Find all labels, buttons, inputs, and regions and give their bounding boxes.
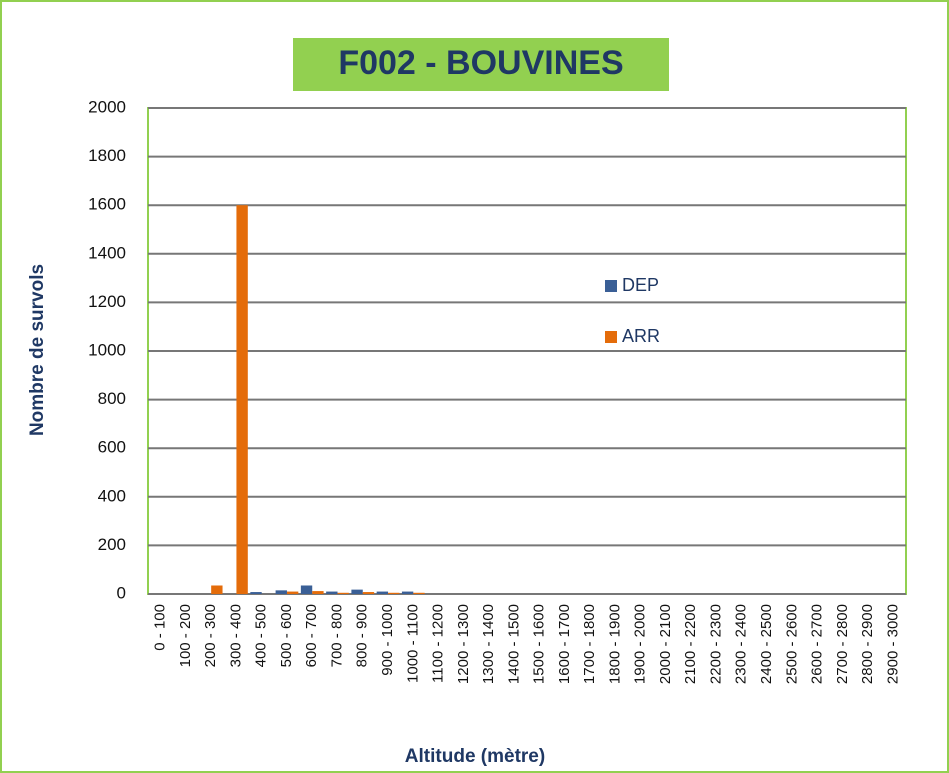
y-tick-label: 1000 bbox=[88, 340, 126, 359]
x-tick-label: 1800 - 1900 bbox=[606, 604, 623, 684]
x-tick-label: 1000 - 1100 bbox=[404, 604, 421, 683]
legend-label: DEP bbox=[622, 275, 659, 295]
x-tick-label: 1500 - 1600 bbox=[531, 604, 548, 684]
y-axis-label: Nombre de survols bbox=[27, 264, 48, 436]
x-tick-label: 2100 - 2200 bbox=[682, 604, 699, 684]
y-tick-label: 1600 bbox=[88, 195, 126, 214]
bar bbox=[351, 589, 363, 594]
x-tick-label: 800 - 900 bbox=[354, 604, 371, 667]
x-tick-label: 0 - 100 bbox=[152, 604, 169, 651]
bar bbox=[312, 591, 324, 594]
bar bbox=[326, 591, 338, 594]
legend-label: ARR bbox=[622, 326, 660, 346]
x-tick-label: 2800 - 2900 bbox=[859, 604, 876, 684]
x-tick-label: 2600 - 2700 bbox=[809, 604, 826, 684]
bar bbox=[413, 592, 425, 594]
x-tick-label: 100 - 200 bbox=[177, 604, 194, 667]
y-tick-label: 1200 bbox=[88, 292, 126, 311]
bar bbox=[300, 585, 313, 594]
bar bbox=[401, 591, 414, 594]
x-axis-label: Altitude (mètre) bbox=[405, 746, 545, 767]
bar bbox=[376, 591, 389, 594]
x-tick-label: 1200 - 1300 bbox=[455, 604, 472, 684]
x-tick-label: 1100 - 1200 bbox=[430, 604, 447, 683]
x-tick-label: 2900 - 3000 bbox=[884, 604, 901, 684]
bar bbox=[236, 205, 248, 594]
x-tick-label: 1700 - 1800 bbox=[581, 604, 598, 684]
title-box bbox=[293, 38, 669, 91]
bar bbox=[211, 585, 223, 594]
y-tick-label: 400 bbox=[98, 486, 126, 505]
x-tick-label: 900 - 1000 bbox=[379, 604, 396, 676]
x-tick-label: 2700 - 2800 bbox=[834, 604, 851, 684]
x-tick-label: 700 - 800 bbox=[328, 604, 345, 667]
x-tick-label: 600 - 700 bbox=[303, 604, 320, 667]
bar bbox=[286, 591, 299, 594]
y-tick-label: 1400 bbox=[88, 243, 126, 262]
y-tick-label: 200 bbox=[98, 535, 126, 554]
x-tick-label: 2000 - 2100 bbox=[657, 604, 674, 684]
x-tick-label: 300 - 400 bbox=[227, 604, 244, 667]
bar bbox=[388, 592, 400, 594]
x-tick-label: 1300 - 1400 bbox=[480, 604, 497, 684]
y-tick-label: 2000 bbox=[88, 97, 126, 116]
chart-title: F002 - BOUVINES bbox=[338, 44, 623, 82]
y-tick-label: 1800 bbox=[88, 146, 126, 165]
bar bbox=[337, 592, 349, 594]
x-tick-label: 2400 - 2500 bbox=[758, 604, 775, 684]
bar bbox=[250, 592, 262, 594]
x-tick-label: 1900 - 2000 bbox=[632, 604, 649, 684]
x-tick-label: 400 - 500 bbox=[253, 604, 270, 667]
legend-swatch bbox=[605, 331, 617, 343]
x-tick-label: 2300 - 2400 bbox=[733, 604, 750, 684]
x-tick-label: 500 - 600 bbox=[278, 604, 295, 667]
x-tick-label: 200 - 300 bbox=[202, 604, 219, 667]
legend-swatch bbox=[605, 280, 617, 292]
x-tick-label: 1400 - 1500 bbox=[505, 604, 522, 684]
y-tick-label: 0 bbox=[117, 583, 126, 602]
y-tick-label: 600 bbox=[98, 438, 126, 457]
y-tick-label: 800 bbox=[98, 389, 126, 408]
bar bbox=[362, 592, 375, 594]
bar bbox=[275, 590, 287, 594]
x-tick-label: 2500 - 2600 bbox=[783, 604, 800, 684]
x-tick-label: 2200 - 2300 bbox=[707, 604, 724, 684]
x-tick-label: 1600 - 1700 bbox=[556, 604, 573, 684]
